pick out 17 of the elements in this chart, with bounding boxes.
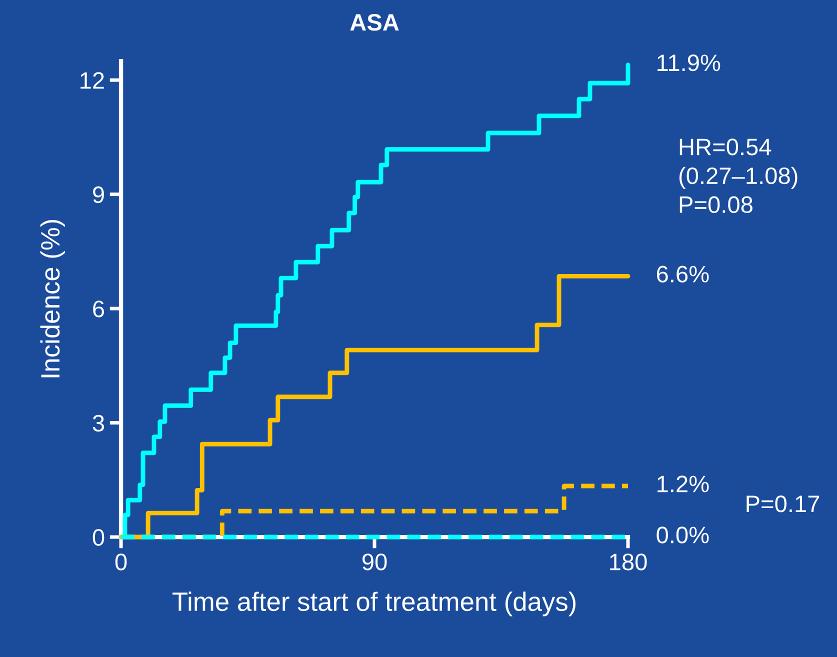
y-tick-label: 0: [92, 529, 104, 546]
y-tick-label: 6: [93, 300, 104, 318]
x-tick-label: 0: [115, 554, 127, 570]
text: 1.2%: [658, 476, 709, 492]
text: 11.9%: [658, 54, 720, 72]
y-tick-label: 9: [93, 186, 104, 204]
text: HR=0.54 (0.27–1.08) P=0.08: [679, 138, 798, 214]
text: P=0.17: [746, 496, 820, 512]
y-tick-label: 3: [92, 414, 104, 432]
x-tick-label: 90: [362, 554, 387, 570]
x-tick-label: 180: [610, 554, 647, 570]
chart-title: ASA: [350, 14, 399, 31]
y-axis-title: Incidence (%): [40, 220, 65, 378]
text: 0.0%: [656, 526, 709, 544]
x-axis-title: Time after start of treatment (days): [172, 592, 576, 616]
y-tick-label: 12: [80, 72, 104, 89]
text: 6.6%: [656, 266, 709, 283]
